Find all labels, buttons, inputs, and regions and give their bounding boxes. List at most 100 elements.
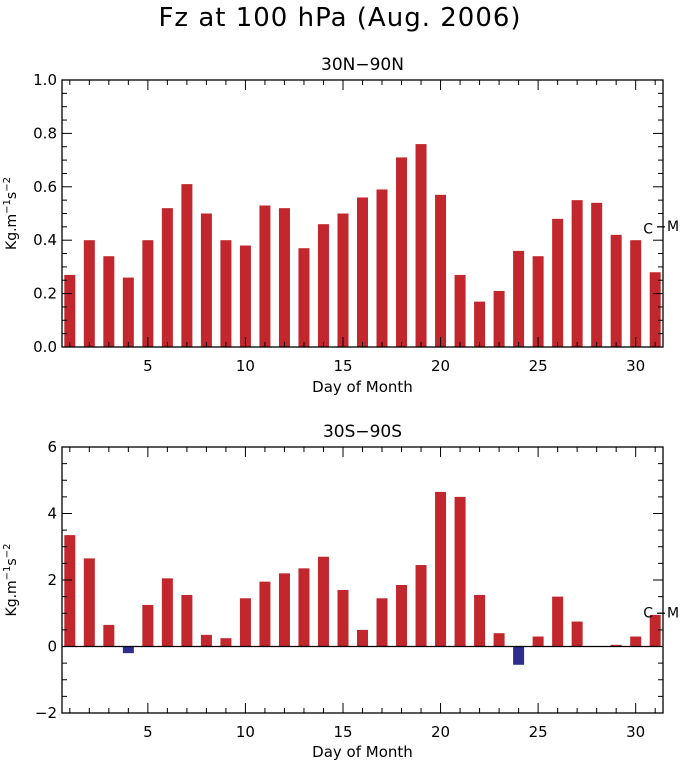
bar [317, 556, 329, 647]
y-axis-label-sup1: −1 [2, 566, 13, 581]
bar [220, 638, 232, 647]
x-tick-label: 15 [333, 357, 352, 375]
marker-label-m: M [667, 219, 679, 235]
y-axis-label-main: Kg.m [4, 214, 20, 250]
bar [376, 598, 388, 647]
bar [161, 208, 173, 347]
bar [357, 629, 368, 647]
bar [454, 274, 466, 347]
y-tick-label: 0 [47, 638, 57, 656]
y-axis-label-sup1: −1 [2, 199, 13, 214]
bar [415, 565, 427, 647]
bar [493, 633, 505, 647]
bar [493, 290, 505, 347]
bar [552, 218, 564, 347]
bar [239, 598, 251, 647]
bar [278, 573, 290, 647]
figure-title: Fz at 100 hPa (Aug. 2006) [158, 3, 521, 33]
x-tick-label: 30 [626, 357, 645, 375]
bar [649, 614, 661, 647]
x-tick-label: 5 [143, 357, 153, 375]
plot-frame [61, 446, 664, 714]
bar [571, 621, 583, 647]
bar [435, 491, 447, 647]
bar [571, 200, 583, 347]
bar [181, 184, 193, 347]
bar [142, 604, 154, 647]
bar [474, 301, 486, 347]
y-axis-label-sup2: −2 [2, 544, 13, 559]
bar [64, 274, 76, 347]
x-tick-label: 30 [626, 723, 645, 741]
bar [610, 234, 622, 347]
y-tick-label: 0.6 [33, 178, 57, 196]
chart-title: 30N−90N [321, 55, 404, 75]
bar [317, 224, 329, 347]
marker-label-c: C [643, 605, 653, 621]
y-axis-label-mid: s [4, 558, 20, 565]
bar [513, 646, 525, 665]
bar [396, 157, 408, 347]
bar [161, 578, 173, 647]
x-tick-label: 10 [236, 723, 255, 741]
bar [337, 213, 349, 347]
chart-title: 30S−90S [323, 422, 402, 442]
y-tick-label: 1.0 [33, 71, 57, 89]
bar [122, 646, 134, 654]
bar [337, 589, 349, 647]
y-tick-label: 2 [47, 571, 57, 589]
chart-panel-south: 30S−90S 5 10 15 20 25 30 −2 0 2 4 6 Day of Month Kg.m… [2, 422, 679, 761]
x-tick-label: 10 [236, 357, 255, 375]
bar [122, 277, 134, 347]
bar [103, 624, 115, 647]
x-axis-label: Day of Month [312, 378, 413, 396]
marker-label-m: M [667, 605, 679, 621]
bar [200, 213, 212, 347]
bar [630, 636, 642, 647]
y-axis-label: Kg.m−1s−2 [2, 544, 20, 617]
x-tick-label: 20 [431, 723, 450, 741]
bar [259, 205, 271, 347]
bar [298, 248, 310, 347]
bar [239, 245, 251, 347]
bar [142, 240, 154, 347]
y-tick-label: 0.4 [33, 231, 57, 249]
bar [396, 584, 408, 647]
bar [435, 194, 447, 347]
bar [200, 634, 212, 647]
chart-panel-north: 30N−90N 5 10 15 20 25 30 0.0 0.2 0.4 0.6 0.8 1.0 Day … [2, 55, 679, 396]
bar [474, 594, 486, 647]
x-tick-label: 20 [431, 357, 450, 375]
bar [610, 644, 622, 647]
bar [298, 568, 310, 647]
x-tick-label: 25 [529, 723, 548, 741]
bar [181, 594, 193, 647]
x-tick-label: 25 [529, 357, 548, 375]
y-axis-label-main: Kg.m [4, 580, 20, 616]
bar [103, 256, 115, 347]
bar [415, 144, 427, 347]
bar [454, 496, 466, 647]
x-axis-label: Day of Month [312, 743, 413, 761]
bar [552, 596, 564, 647]
bar [532, 256, 544, 347]
bar [278, 208, 290, 347]
bar [83, 240, 95, 347]
bar [532, 636, 544, 647]
y-tick-label: 0.2 [33, 285, 57, 303]
bar [259, 581, 271, 647]
y-axis-label-mid: s [4, 192, 20, 199]
marker-label-c: C [643, 222, 653, 238]
bar [64, 535, 76, 647]
y-tick-label: 4 [47, 505, 57, 523]
y-tick-label: 0.0 [33, 338, 57, 356]
bar [83, 558, 95, 647]
y-axis-label-sup2: −2 [2, 177, 13, 192]
bar [649, 272, 661, 347]
x-tick-label: 5 [143, 723, 153, 741]
bar [513, 250, 525, 347]
x-tick-label: 15 [333, 723, 352, 741]
y-tick-label: 6 [47, 438, 57, 456]
y-tick-label: 0.8 [33, 124, 57, 142]
